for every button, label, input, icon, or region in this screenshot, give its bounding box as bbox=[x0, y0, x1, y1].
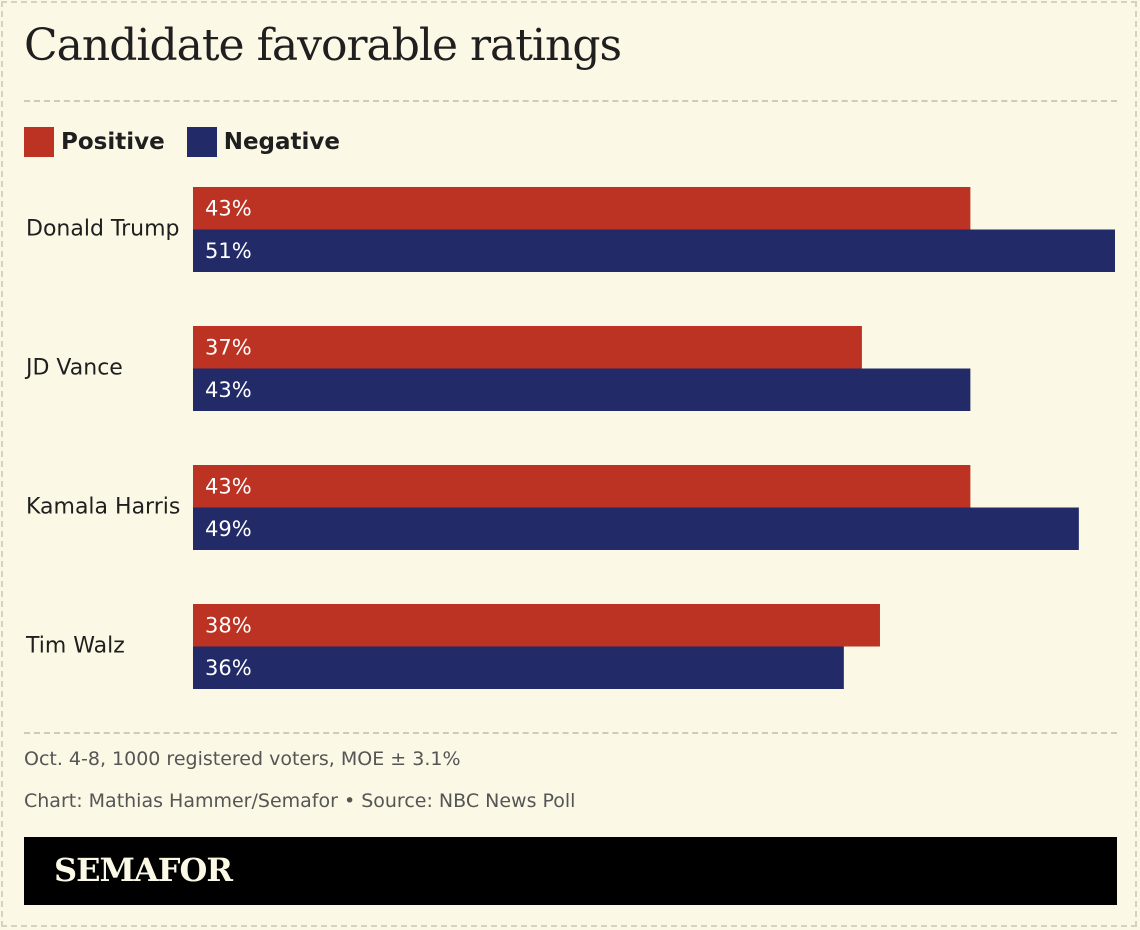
bar-chart: Donald Trump 43% 51% JD Vance 37% 43% Kamala H… bbox=[24, 187, 1115, 689]
bar-positive bbox=[193, 326, 862, 369]
legend-item-positive: Positive bbox=[24, 127, 165, 157]
legend-swatch-positive bbox=[24, 127, 54, 157]
survey-note: Oct. 4-8, 1000 registered voters, MOE ± … bbox=[24, 748, 461, 770]
brand-logo: SEMAFOR bbox=[54, 851, 233, 889]
legend-label-positive: Positive bbox=[61, 129, 165, 155]
category-label: Tim Walz bbox=[25, 634, 125, 659]
bar-negative bbox=[193, 368, 971, 411]
data-label: 36% bbox=[205, 656, 252, 680]
bar-negative bbox=[193, 507, 1079, 550]
bar-positive bbox=[193, 604, 880, 647]
bar-positive bbox=[193, 465, 971, 508]
data-label: 49% bbox=[205, 517, 252, 541]
bar-positive bbox=[193, 187, 971, 230]
bar-negative bbox=[193, 229, 1115, 272]
title-divider bbox=[24, 100, 1117, 102]
legend: Positive Negative bbox=[24, 126, 362, 158]
bar-negative bbox=[193, 646, 844, 689]
data-label: 43% bbox=[205, 474, 252, 498]
brand-bar: SEMAFOR bbox=[24, 837, 1117, 905]
legend-swatch-negative bbox=[186, 127, 217, 157]
data-label: 38% bbox=[205, 613, 252, 637]
data-label: 37% bbox=[205, 335, 252, 359]
data-label: 43% bbox=[205, 196, 252, 220]
category-label: Donald Trump bbox=[26, 217, 179, 242]
category-label: JD Vance bbox=[24, 356, 123, 381]
legend-label-negative: Negative bbox=[223, 129, 341, 155]
chart-credit: Chart: Mathias Hammer/Semafor • Source: … bbox=[24, 790, 576, 812]
footer-divider bbox=[24, 732, 1117, 734]
chart-title: Candidate favorable ratings bbox=[24, 20, 622, 71]
data-label: 51% bbox=[205, 239, 252, 263]
legend-item-negative: Negative bbox=[186, 127, 341, 157]
data-label: 43% bbox=[205, 378, 252, 402]
category-label: Kamala Harris bbox=[26, 495, 180, 520]
